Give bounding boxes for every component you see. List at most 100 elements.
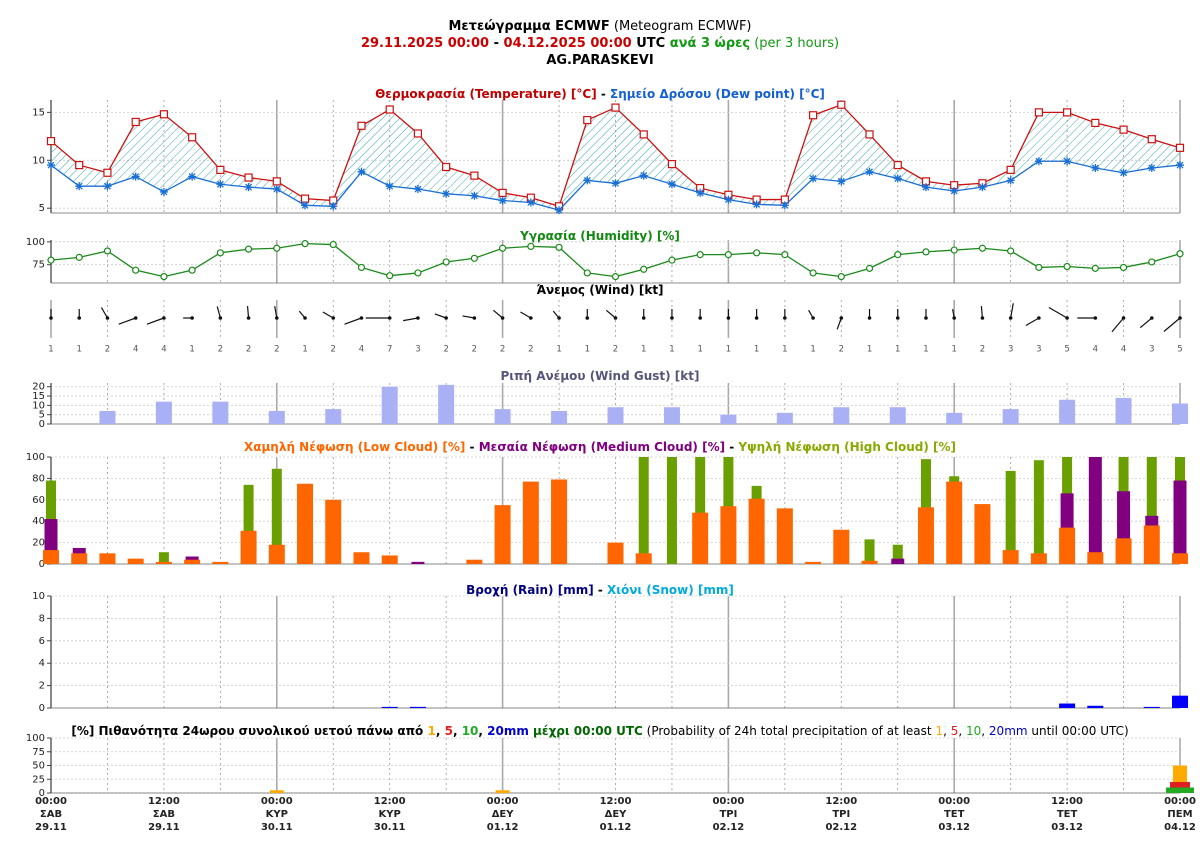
bar <box>974 504 991 564</box>
title-part: , <box>943 724 951 738</box>
wind-dot <box>1008 316 1013 320</box>
bar <box>1173 480 1187 564</box>
y-tick-label: 15 <box>32 391 45 402</box>
wind-speed-label: 1 <box>585 345 590 355</box>
bar <box>1005 470 1016 564</box>
x-tick-label: 03.12 <box>938 822 970 833</box>
bar <box>381 555 398 564</box>
wind-speed-label: 3 <box>1149 345 1154 355</box>
marker <box>837 100 846 109</box>
wind-dot <box>1065 316 1069 320</box>
wind-dot <box>783 316 787 320</box>
marker <box>1034 108 1043 117</box>
wind-arrow <box>146 317 165 325</box>
bar <box>297 483 314 564</box>
title-part: μέχρι 00:00 UTC <box>529 724 643 738</box>
wind-arrow <box>246 305 250 319</box>
wind-arrow <box>344 317 362 325</box>
wind-speed-label: 1 <box>641 345 646 355</box>
wind-dot <box>754 316 759 320</box>
wind-arrow <box>493 309 503 319</box>
bar <box>1087 552 1104 564</box>
bar <box>381 706 398 708</box>
bar <box>71 553 88 564</box>
marker <box>188 133 197 142</box>
wind-speed-label: 1 <box>726 345 731 355</box>
wind-speed-label: 2 <box>246 345 251 355</box>
marker <box>499 244 507 252</box>
bar <box>1002 409 1019 424</box>
y-tick-label: 60 <box>32 495 45 506</box>
marker <box>1119 263 1128 272</box>
bar <box>381 386 398 424</box>
x-tick-label: 12:00 <box>600 796 632 807</box>
bar <box>864 539 875 564</box>
bar <box>1143 525 1160 564</box>
bar <box>1172 553 1188 564</box>
bar <box>43 550 59 564</box>
title-part: Θερμοκρασία (Temperature) [°C] <box>375 87 597 101</box>
wind-dot <box>1149 316 1154 320</box>
marker <box>1119 125 1128 134</box>
y-tick-label: 5 <box>39 410 45 421</box>
bar <box>99 553 116 564</box>
x-tick-label: ΚΥΡ <box>379 809 401 820</box>
bar <box>494 409 511 424</box>
marker <box>724 251 733 259</box>
title-part: Βροχή (Rain) [mm] <box>466 583 594 597</box>
bar <box>1087 705 1104 708</box>
wind-speed-label: 1 <box>302 345 307 355</box>
x-tick-label: 04.12 <box>1164 822 1196 833</box>
wind-dot <box>980 316 985 320</box>
wind-arrow <box>1139 317 1153 329</box>
x-tick-label: 02.12 <box>825 822 857 833</box>
title-part: ανά 3 ώρες <box>665 36 750 51</box>
x-tick-label: ΔΕΥ <box>605 809 628 820</box>
bar <box>127 558 144 564</box>
y-tick-label: 4 <box>39 658 45 669</box>
bar <box>892 544 903 564</box>
marker <box>442 189 451 198</box>
header-line: 29.11.2025 00:00 - 04.12.2025 00:00 UTC … <box>361 36 839 51</box>
bar <box>1146 457 1157 564</box>
marker <box>75 253 83 261</box>
title-part: 1 <box>427 724 435 738</box>
bar <box>325 409 342 424</box>
marker <box>639 171 648 180</box>
marker <box>667 160 677 169</box>
marker <box>893 160 902 170</box>
bar <box>720 506 737 564</box>
wind-speed-label: 1 <box>923 345 928 355</box>
wind-arrow <box>274 306 278 319</box>
y-tick-label: 5 <box>39 203 45 214</box>
wind-dot <box>218 316 223 320</box>
bar <box>409 706 426 708</box>
wind-dot <box>924 316 928 320</box>
wind-dot <box>77 316 82 320</box>
y-tick-label: 0 <box>39 559 45 570</box>
header-line: Μετεώγραμμα ECMWF (Meteogram ECMWF) <box>448 19 751 34</box>
x-tick-label: ΣΑΒ <box>153 809 175 820</box>
title-part: 20mm <box>487 724 529 738</box>
wind-dot <box>811 316 815 320</box>
bar <box>269 790 284 793</box>
title-part: 5 <box>951 724 959 738</box>
bar <box>184 559 201 564</box>
marker <box>272 185 281 194</box>
marker <box>1175 143 1185 152</box>
wind-speed-label: 4 <box>161 345 166 355</box>
x-tick-label: ΠΕΜ <box>1167 809 1192 820</box>
marker <box>244 173 253 182</box>
title-part: 1 <box>935 724 943 738</box>
y-tick-label: 2 <box>39 681 45 692</box>
y-tick-label: 10 <box>32 591 45 602</box>
title-part: 5 <box>445 724 453 738</box>
marker <box>413 185 422 194</box>
title-part: 10 <box>966 724 981 738</box>
wind-dot <box>670 316 674 320</box>
x-tick-label: ΤΡΙ <box>719 809 737 820</box>
marker <box>865 264 874 272</box>
marker <box>75 182 84 191</box>
marker <box>555 243 563 251</box>
panel-title: Υγρασία (Humidity) [%] <box>519 229 680 243</box>
